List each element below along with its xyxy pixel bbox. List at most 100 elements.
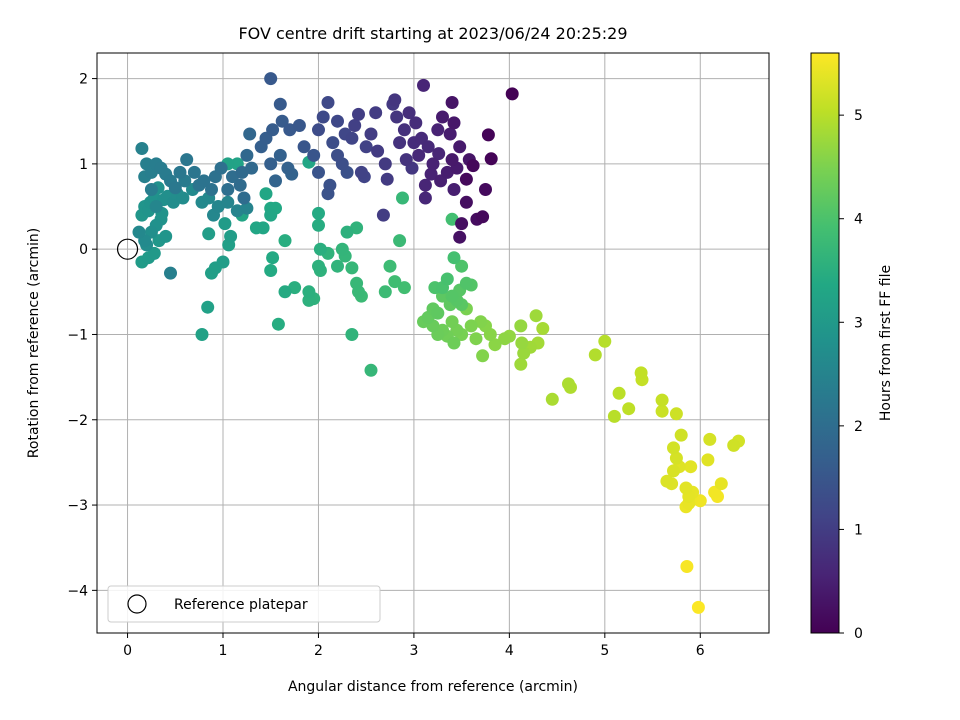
data-point: [674, 428, 688, 442]
data-point: [466, 159, 480, 173]
data-point: [233, 178, 247, 192]
data-point: [243, 127, 257, 141]
data-point: [431, 306, 445, 320]
data-point: [393, 234, 407, 248]
legend: Reference platepar: [107, 585, 381, 623]
colorbar-ticks: 0 1 2 3 4 5: [839, 108, 863, 642]
y-tick-label: −4: [67, 583, 88, 599]
data-point: [378, 285, 392, 299]
data-point: [481, 128, 495, 142]
data-point: [459, 172, 473, 186]
y-tick-label: −1: [67, 327, 88, 343]
data-point: [144, 183, 158, 196]
data-point: [417, 78, 430, 92]
legend-marker-icon: [127, 594, 147, 614]
y-tick-label: 1: [79, 157, 88, 173]
data-point: [354, 165, 368, 179]
data-point: [418, 178, 432, 192]
data-point: [240, 148, 254, 162]
data-point: [388, 93, 402, 107]
x-tick-label: 1: [219, 643, 228, 659]
data-point: [266, 123, 280, 137]
colorbar-tick-label: 5: [854, 108, 863, 124]
data-point: [667, 441, 680, 455]
x-tick-label: 3: [409, 643, 418, 659]
reference-marker: [116, 238, 139, 260]
data-point: [352, 107, 365, 121]
data-point: [701, 453, 715, 467]
y-tick-label: 0: [79, 242, 88, 258]
data-point: [476, 349, 490, 363]
data-point: [436, 110, 449, 124]
data-point: [488, 338, 502, 352]
data-point: [335, 242, 349, 256]
data-point: [195, 328, 209, 341]
data-point: [515, 336, 529, 350]
data-point: [447, 116, 461, 130]
data-point: [505, 87, 519, 101]
data-point: [281, 161, 295, 175]
y-axis-label: Rotation from reference (arcmin): [26, 228, 42, 458]
data-point: [297, 140, 311, 154]
data-point: [447, 251, 461, 265]
data-point: [455, 259, 469, 273]
data-point: [378, 157, 392, 171]
data-point: [545, 392, 559, 406]
data-point: [249, 221, 263, 235]
data-point: [168, 181, 182, 195]
data-point: [201, 300, 215, 314]
data-point: [453, 230, 467, 244]
chart-title: FOV centre drift starting at 2023/06/24 …: [238, 24, 627, 43]
data-point: [660, 474, 674, 488]
data-point: [445, 289, 459, 303]
data-point: [259, 187, 273, 201]
data-point: [245, 161, 259, 175]
data-point: [176, 191, 190, 205]
data-point: [197, 174, 211, 188]
colorbar-gradient: [810, 52, 840, 634]
plot-frame: [96, 52, 770, 634]
data-point: [202, 227, 216, 241]
data-point: [612, 386, 626, 400]
data-point: [447, 183, 461, 196]
data-point: [331, 114, 344, 128]
data-point: [412, 148, 426, 162]
grid-lines: [97, 53, 769, 633]
x-axis-ticks: 0 1 2 3 4 5 6: [123, 633, 705, 659]
data-point: [459, 276, 473, 290]
data-point: [679, 481, 693, 495]
data-point: [323, 178, 337, 192]
data-point: [371, 144, 385, 158]
data-point: [514, 319, 528, 333]
data-point: [302, 285, 316, 299]
data-point: [655, 404, 669, 418]
data-point: [149, 200, 163, 213]
data-point: [264, 208, 278, 222]
data-point: [455, 217, 469, 231]
data-point: [159, 229, 173, 243]
data-point: [409, 116, 423, 130]
data-point: [691, 600, 705, 614]
data-point: [345, 131, 359, 145]
data-point: [273, 97, 287, 111]
data-point: [164, 266, 177, 280]
data-point: [216, 255, 230, 269]
colorbar-tick-label: 2: [854, 419, 863, 435]
data-point: [402, 106, 416, 120]
data-point: [380, 172, 394, 186]
data-point: [432, 147, 446, 161]
data-point: [224, 229, 238, 243]
y-tick-label: −3: [67, 498, 88, 514]
data-point: [396, 191, 409, 205]
data-point: [714, 477, 728, 491]
data-point: [266, 251, 280, 265]
y-axis-ticks: −4 −3 −2 −1 0 1 2: [67, 72, 97, 599]
data-point: [598, 334, 612, 348]
data-point: [421, 140, 435, 154]
data-point: [292, 119, 306, 132]
x-tick-label: 6: [696, 643, 705, 659]
y-tick-label: 2: [79, 72, 88, 88]
data-point: [445, 315, 459, 329]
x-tick-label: 0: [123, 643, 132, 659]
data-point: [607, 409, 621, 423]
